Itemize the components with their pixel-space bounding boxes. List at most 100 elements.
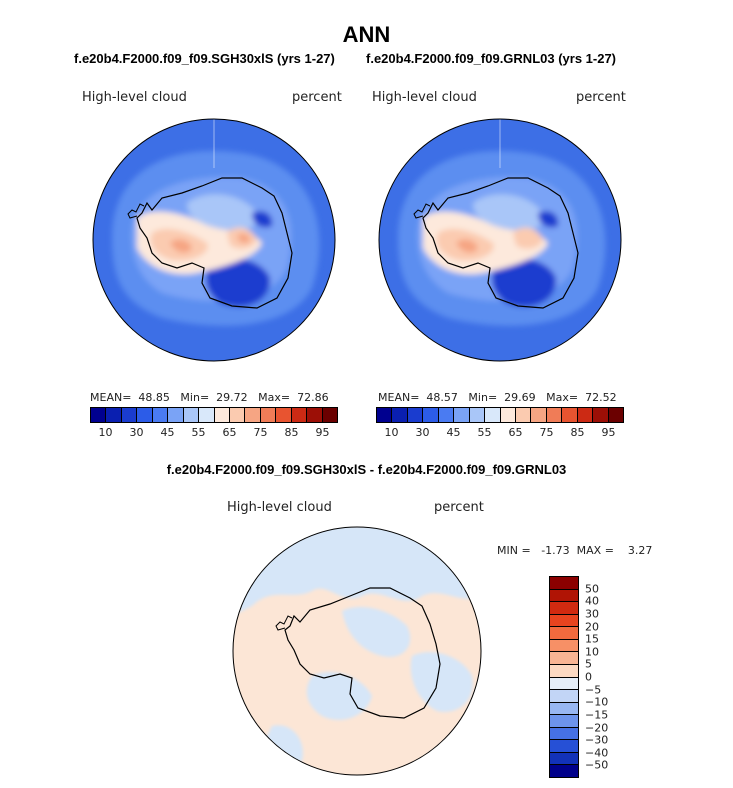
colorbar-box-5 [454,408,470,422]
colorbar-box-12 [562,408,578,422]
diff-colorbar-box-8 [550,677,578,691]
panel-1-units-label: percent [292,90,342,105]
page-title: ANN [342,22,391,47]
panel-2-case-title: f.e20b4.F2000.f09_f09.GRNL03 (yrs 1-27) [366,51,617,66]
colorbar-box-15 [608,408,623,422]
colorbar-box-14 [593,408,609,422]
colorbar-tick-label: 85 [284,426,299,439]
diff-colorbar-box-9 [550,690,578,703]
cloud-field-low-east [252,211,273,228]
colorbar-tick-label: 30 [415,426,430,439]
map-border [378,118,622,362]
diff-max-label: MAX = [576,544,614,557]
cloud-field-light [473,194,544,230]
panel-2-colorbar [376,407,624,423]
difference-field-negative-center [342,606,411,657]
cloud-field-higher-east [513,227,543,249]
colorbar-box-2 [121,408,138,422]
panel-1-colorbar-labels: 10 30 45 55 65 75 85 95 [90,426,338,440]
colorbar-box-9 [229,408,246,422]
max-value: 72.86 [297,391,329,404]
panel-1-polar-map [92,118,336,362]
cloud-field-peak-east [237,233,250,244]
diff-colorbar-box-1 [550,589,578,603]
colorbar-box-7 [485,408,501,422]
panel-1-stats: MEAN= 48.85 Min= 29.72 Max= 72.86 [90,391,329,404]
difference-field-negative-east [410,652,473,712]
cloud-field-peak [170,239,192,253]
colorbar-box-15 [322,408,337,422]
colorbar-tick-label: 55 [477,426,492,439]
panel-2-stats: MEAN= 48.57 Min= 29.69 Max= 72.52 [378,391,617,404]
diff-colorbar-tick-label: −15 [585,708,609,722]
colorbar-box-6 [183,408,200,422]
difference-units-label: percent [434,500,484,515]
min-label: Min= [180,391,210,404]
colorbar-box-10 [531,408,547,422]
colorbar-box-4 [152,408,169,422]
panel-2-variable-label: High-level cloud [372,90,477,105]
panel-2-colorbar-labels: 10 30 45 55 65 75 85 95 [376,426,624,440]
difference-polar-map [232,526,482,776]
cloud-field-light [187,194,258,230]
mean-value: 48.57 [426,391,458,404]
cloud-field-low-south [205,258,271,307]
max-label: Max= [258,391,291,404]
colorbar-tick-label: 95 [601,426,616,439]
map-border [232,526,482,776]
antarctic-peninsula-coastline [413,203,431,219]
diff-min-value: -1.73 [541,544,570,557]
diff-colorbar-box-13 [550,740,578,753]
difference-colorbar-labels: 50 40 30 20 15 10 5 0 −5 −10 −15 −20 −30 −40 −50 [585,576,645,778]
colorbar-box-10 [245,408,261,422]
diff-colorbar-box-3 [550,614,578,628]
mean-label: MEAN= [90,391,132,404]
min-value: 29.69 [504,391,536,404]
colorbar-box-11 [546,408,563,422]
diff-colorbar-box-12 [550,727,578,741]
antarctic-peninsula-coastline [127,203,145,219]
panel-1-case-title: f.e20b4.F2000.f09_f09.SGH30xlS (yrs 1-27… [74,51,335,66]
diff-colorbar-tick-label: 40 [585,594,599,608]
colorbar-tick-label: 30 [129,426,144,439]
diff-colorbar-box-4 [550,627,578,640]
diff-colorbar-tick-label: −5 [585,683,602,697]
colorbar-tick-label: 65 [222,426,237,439]
map-border [92,118,336,362]
mean-label: MEAN= [378,391,420,404]
colorbar-box-12 [276,408,292,422]
difference-title: f.e20b4.F2000.f09_f09.SGH30xlS - f.e20b4… [166,462,567,477]
difference-field-negative-south [306,672,372,720]
colorbar-box-6 [469,408,486,422]
diff-colorbar-tick-label: 20 [585,620,599,633]
difference-variable-label: High-level cloud [227,500,332,515]
colorbar-box-5 [168,408,184,422]
diff-colorbar-tick-label: 30 [585,607,599,621]
colorbar-tick-label: 85 [570,426,585,439]
colorbar-box-9 [515,408,532,422]
colorbar-tick-label: 10 [384,426,399,439]
max-label: Max= [546,391,579,404]
colorbar-tick-label: 75 [539,426,554,439]
panel-1-variable-label: High-level cloud [82,90,187,105]
diff-colorbar-box-15 [550,765,578,777]
diff-min-label: MIN = [497,544,531,557]
difference-stats: MIN = -1.73 MAX = 3.27 [497,544,652,557]
diff-colorbar-box-6 [550,652,578,665]
max-value: 72.52 [585,391,617,404]
panel-2-units-label: percent [576,90,626,105]
diff-max-value: 3.27 [627,544,653,557]
diff-colorbar-tick-label: −50 [585,758,609,772]
colorbar-tick-label: 75 [253,426,268,439]
colorbar-box-8 [500,408,516,422]
colorbar-tick-label: 55 [191,426,206,439]
diff-colorbar-box-14 [550,752,578,766]
diff-colorbar-box-0 [550,577,578,590]
diff-colorbar-box-5 [550,639,578,653]
diff-colorbar-tick-label: 50 [585,582,599,596]
diff-colorbar-tick-label: −40 [585,746,609,760]
colorbar-box-1 [392,408,408,422]
diff-colorbar-tick-label: 10 [585,645,599,659]
colorbar-box-11 [260,408,277,422]
colorbar-box-3 [137,408,153,422]
